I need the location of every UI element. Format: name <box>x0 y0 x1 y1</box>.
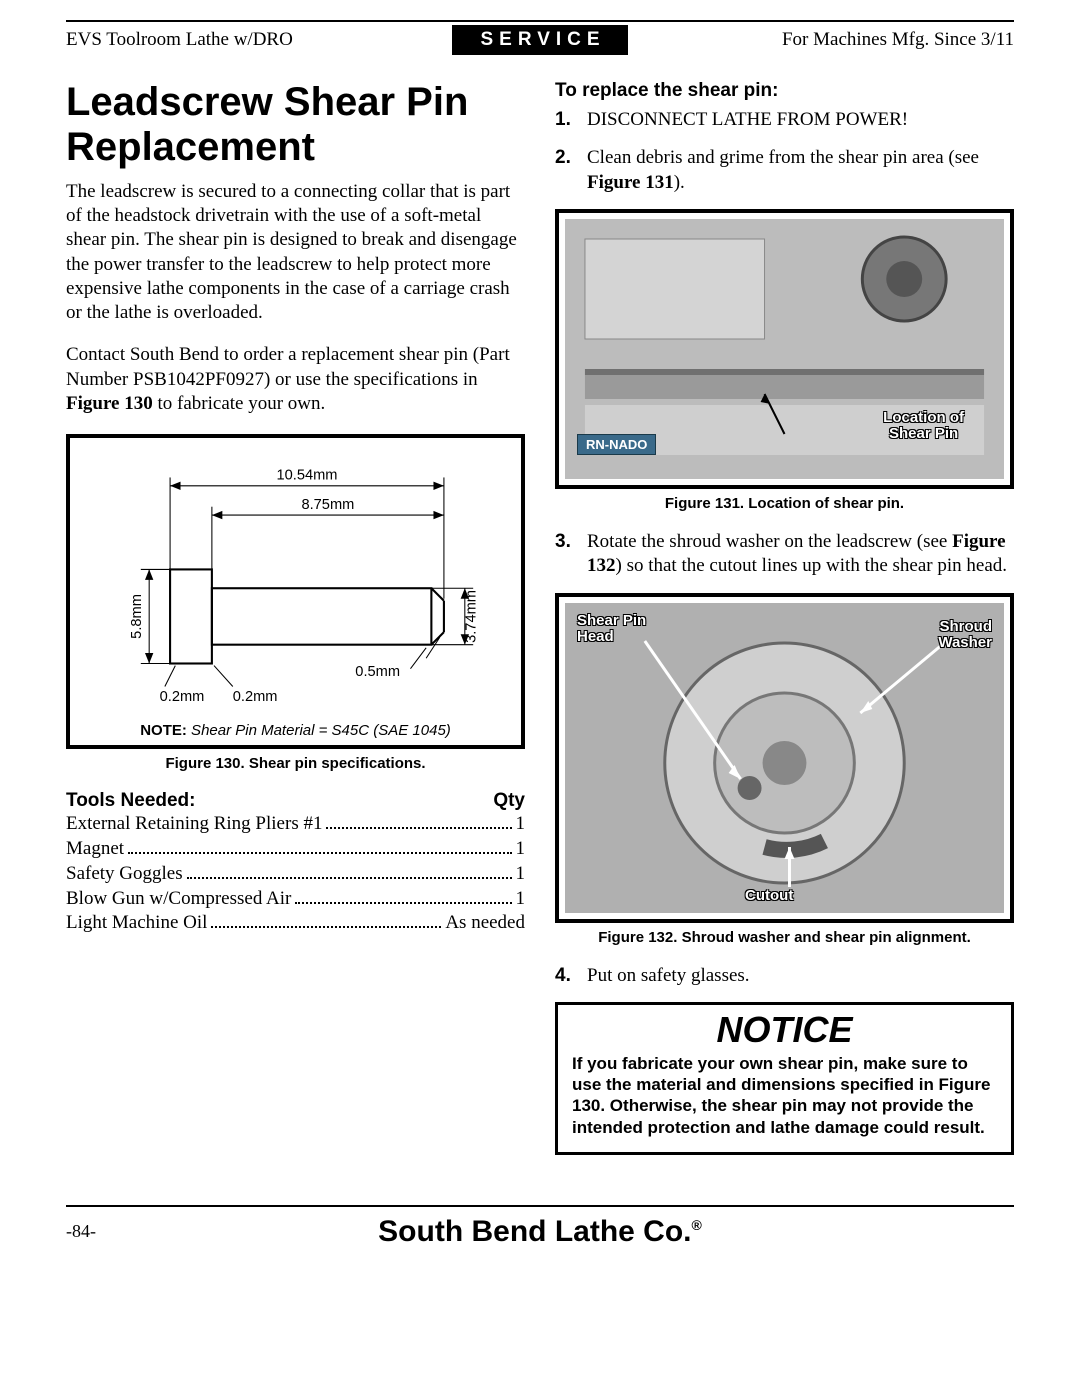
qty-label: Qty <box>493 790 525 812</box>
dim-head-dia: 5.8mm <box>129 595 145 640</box>
dim-chamfer: 0.5mm <box>355 664 400 680</box>
header-left: EVS Toolroom Lathe w/DRO <box>66 29 452 51</box>
figure-132-box: Shear Pin Head Shroud Washer Cutout <box>555 593 1014 923</box>
figure-131-box: RN-NADO Location of Shear Pin <box>555 209 1014 489</box>
figure-131-caption: Figure 131. Location of shear pin. <box>555 495 1014 512</box>
tool-row: External Retaining Ring Pliers #1 1 <box>66 812 525 837</box>
shear-pin-diagram: 10.54mm 8.75mm 5.8mm <box>76 444 515 716</box>
notice-text: If you fabricate your own shear pin, mak… <box>572 1053 997 1138</box>
figure-132-caption: Figure 132. Shroud washer and shear pin … <box>555 929 1014 946</box>
figure-130-caption: Figure 130. Shear pin specifications. <box>66 755 525 772</box>
steps-list-continued: Rotate the shroud washer on the leadscre… <box>555 530 1014 579</box>
tools-label: Tools Needed: <box>66 790 196 812</box>
figure-132-photo: Shear Pin Head Shroud Washer Cutout <box>565 603 1004 913</box>
figure-130-note: NOTE: Shear Pin Material = S45C (SAE 104… <box>76 722 515 739</box>
step-2: Clean debris and grime from the shear pi… <box>555 146 1014 195</box>
tool-row: Light Machine Oil As needed <box>66 911 525 936</box>
intro-paragraph-1: The leadscrew is secured to a connecting… <box>66 180 525 326</box>
dim-r1: 0.2mm <box>160 690 205 706</box>
dim-total-len: 10.54mm <box>277 468 338 484</box>
header-right: For Machines Mfg. Since 3/11 <box>628 29 1014 51</box>
header-center: SERVICE <box>452 25 627 55</box>
step-1: DISCONNECT LATHE FROM POWER! <box>555 108 1014 132</box>
page-header: EVS Toolroom Lathe w/DRO SERVICE For Mac… <box>66 26 1014 54</box>
notice-box: NOTICE If you fabricate your own shear p… <box>555 1002 1014 1155</box>
page-title: Leadscrew Shear Pin Replacement <box>66 80 525 170</box>
footer-brand: South Bend Lathe Co.® <box>186 1215 894 1249</box>
page-footer: -84- South Bend Lathe Co.® <box>66 1205 1014 1249</box>
dim-shank-len: 8.75mm <box>301 497 354 513</box>
figure-130-box: 10.54mm 8.75mm 5.8mm <box>66 434 525 749</box>
tool-row: Magnet 1 <box>66 837 525 862</box>
tool-row: Blow Gun w/Compressed Air 1 <box>66 887 525 912</box>
tools-header: Tools Needed: Qty <box>66 790 525 812</box>
figure-131-photo: RN-NADO Location of Shear Pin <box>565 219 1004 479</box>
dim-r2: 0.2mm <box>233 690 278 706</box>
step-3: Rotate the shroud washer on the leadscre… <box>555 530 1014 579</box>
intro-paragraph-2: Contact South Bend to order a replacemen… <box>66 343 525 416</box>
tool-row: Safety Goggles 1 <box>66 862 525 887</box>
notice-title: NOTICE <box>572 1009 997 1051</box>
step-4: Put on safety glasses. <box>555 964 1014 988</box>
replace-heading: To replace the shear pin: <box>555 80 1014 102</box>
page-number: -84- <box>66 1221 186 1242</box>
machine-plate: RN-NADO <box>577 434 656 455</box>
steps-list: DISCONNECT LATHE FROM POWER! Clean debri… <box>555 108 1014 195</box>
dim-shank-dia: 3.74mm <box>463 590 479 643</box>
steps-list-continued-2: Put on safety glasses. <box>555 964 1014 988</box>
